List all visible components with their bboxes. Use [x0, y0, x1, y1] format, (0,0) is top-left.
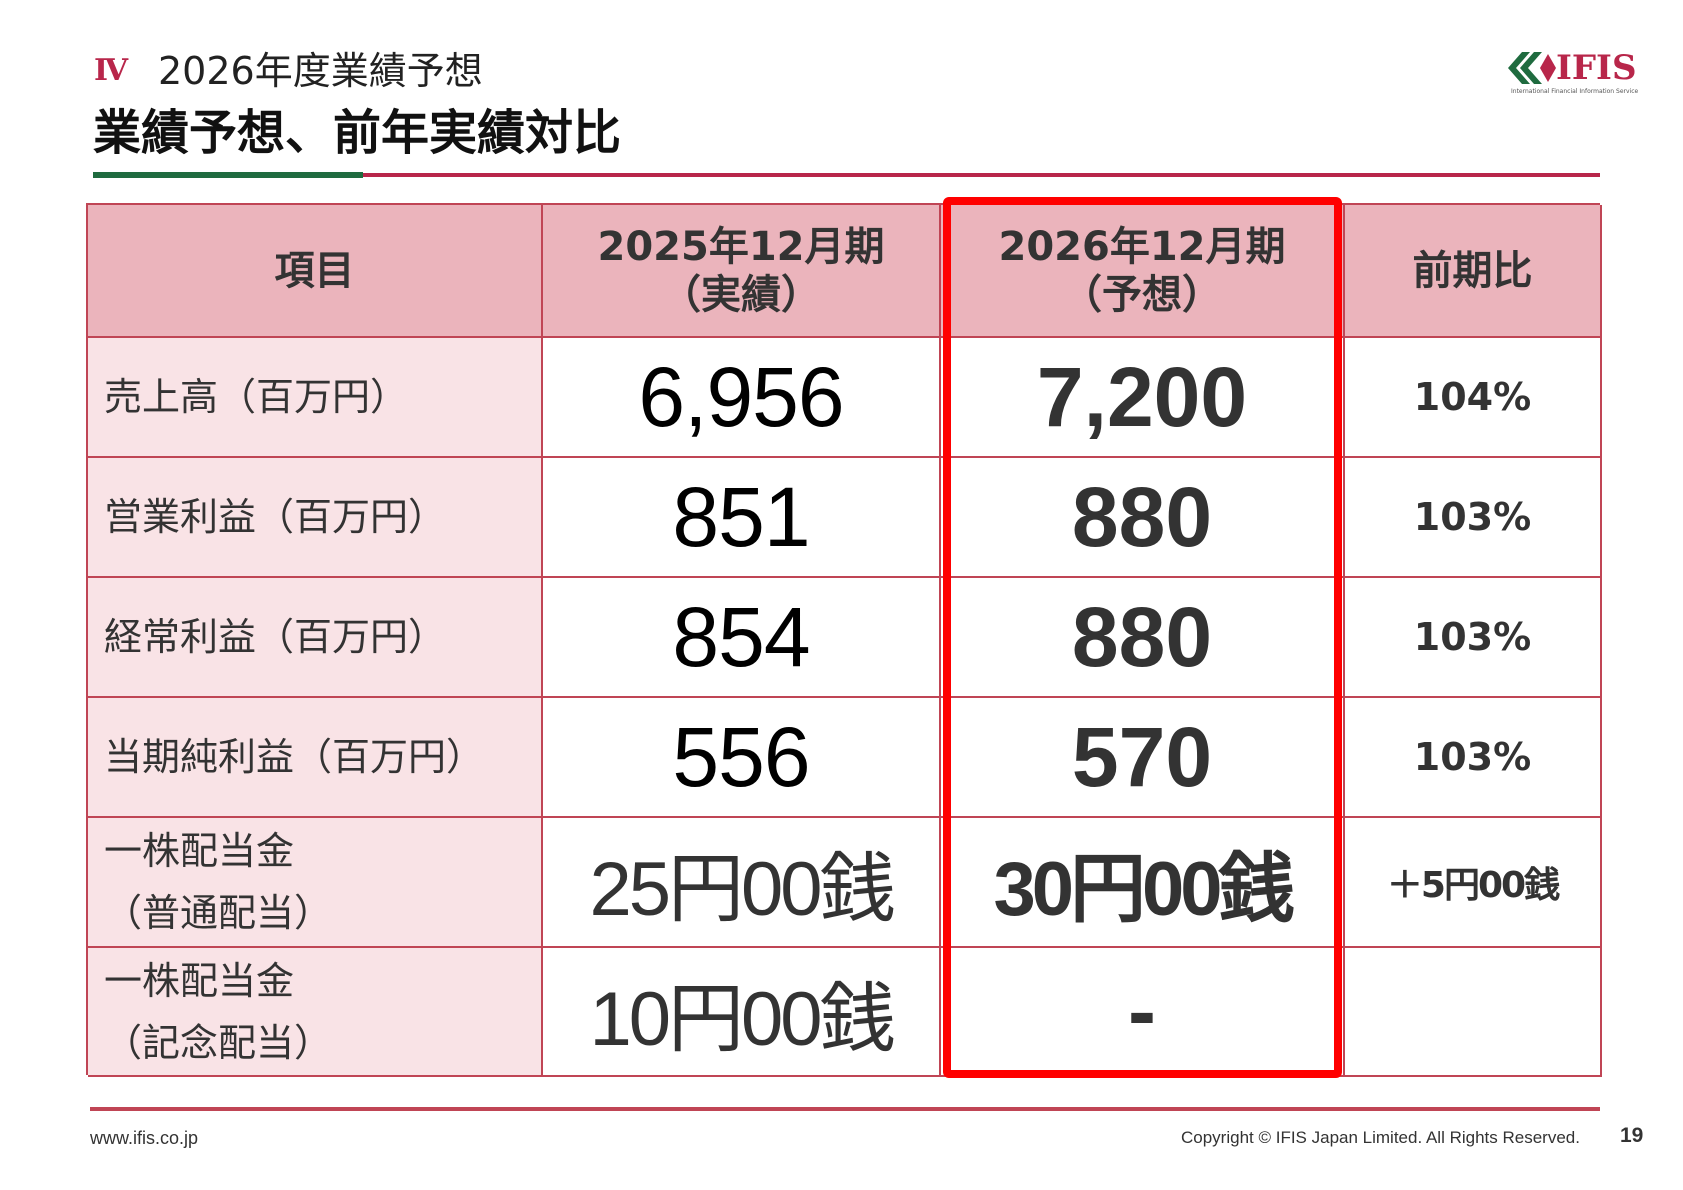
- row-label-sales: 売上高（百万円）: [88, 338, 543, 458]
- prev-value-net-income: 556: [543, 698, 941, 818]
- forecast-value-sales: 7,200: [941, 338, 1345, 458]
- prev-value-commemorative-dividend: 10円00銭: [543, 948, 941, 1077]
- logo-wordmark: IFIS: [1556, 48, 1637, 88]
- row-label-commemorative-dividend-line2: （記念配当）: [104, 1020, 333, 1065]
- footer-url: www.ifis.co.jp: [90, 1128, 199, 1148]
- forecast-value-ordinary-income: 880: [941, 578, 1345, 698]
- footer-copyright: Copyright © IFIS Japan Limited. All Righ…: [1181, 1128, 1580, 1147]
- header-forecast-year: 2026年12月期 （予想）: [941, 205, 1345, 338]
- page-title: 業績予想、前年実績対比: [93, 105, 622, 161]
- forecast-table: 項目 2025年12月期 （実績） 2026年12月期 （予想） 前期比 売上高…: [86, 203, 1602, 1077]
- ifis-logo: IFIS International Financial Information…: [1508, 48, 1658, 100]
- row-label-ordinary-dividend-line2: （普通配当）: [104, 891, 333, 935]
- ratio-value-commemorative-dividend: [1345, 948, 1602, 1077]
- forecast-value-ordinary-dividend: 30円00銭: [941, 818, 1345, 948]
- header-item: 項目: [88, 205, 543, 338]
- prev-value-ordinary-income: 854: [543, 578, 941, 698]
- ifis-chevron-icon: [1508, 52, 1556, 84]
- title-underline-red: [363, 173, 1600, 177]
- forecast-value-net-income: 570: [941, 698, 1345, 818]
- header-forecast-type: （予想）: [1062, 271, 1222, 318]
- forecast-value-operating-income: 880: [941, 458, 1345, 578]
- header-prev-type: （実績）: [661, 271, 821, 318]
- row-label-ordinary-dividend: 一株配当金 （普通配当）: [88, 818, 543, 948]
- section-number: Ⅳ: [94, 53, 128, 88]
- row-label-operating-income: 営業利益（百万円）: [88, 458, 543, 578]
- row-label-commemorative-dividend: 一株配当金 （記念配当）: [88, 948, 543, 1077]
- header-forecast-period: 2026年12月期: [998, 223, 1286, 270]
- footer-rule: [90, 1107, 1600, 1111]
- section-title: 2026年度業績予想: [158, 49, 483, 93]
- prev-value-sales: 6,956: [543, 338, 941, 458]
- header-ratio: 前期比: [1345, 205, 1602, 338]
- prev-value-ordinary-dividend: 25円00銭: [543, 818, 941, 948]
- row-label-ordinary-dividend-line1: 一株配当金: [104, 829, 295, 873]
- header-prev-period: 2025年12月期: [597, 223, 885, 270]
- ratio-value-sales: 104%: [1345, 338, 1602, 458]
- logo-subtitle: International Financial Information Serv…: [1511, 88, 1639, 95]
- ratio-value-net-income: 103%: [1345, 698, 1602, 818]
- row-label-net-income: 当期純利益（百万円）: [88, 698, 543, 818]
- ratio-value-operating-income: 103%: [1345, 458, 1602, 578]
- header-prev-year: 2025年12月期 （実績）: [543, 205, 941, 338]
- ratio-value-ordinary-income: 103%: [1345, 578, 1602, 698]
- header-ratio-label: 前期比: [1412, 247, 1533, 294]
- row-label-ordinary-income: 経常利益（百万円）: [88, 578, 543, 698]
- title-underline-green: [93, 172, 363, 178]
- header-item-label: 項目: [274, 247, 355, 294]
- ratio-value-ordinary-dividend: ＋5円00銭: [1345, 818, 1602, 948]
- forecast-value-commemorative-dividend: -: [941, 948, 1345, 1077]
- row-label-commemorative-dividend-line1: 一株配当金: [104, 958, 295, 1003]
- prev-value-operating-income: 851: [543, 458, 941, 578]
- page-number: 19: [1620, 1124, 1644, 1147]
